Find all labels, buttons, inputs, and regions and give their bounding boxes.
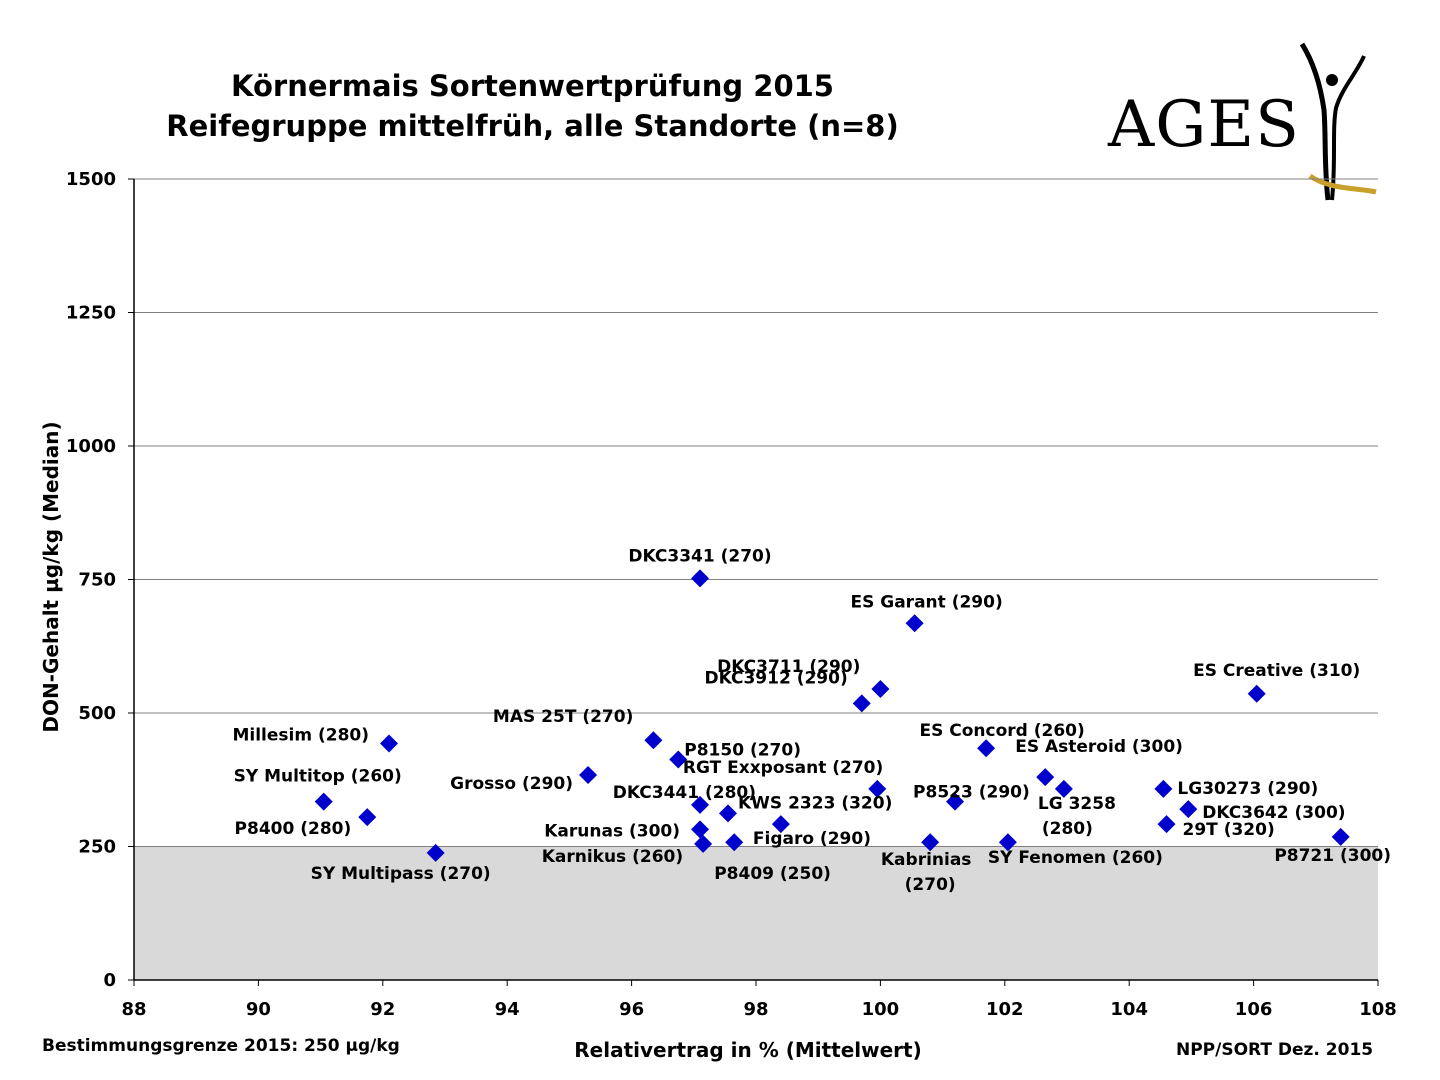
logo-figure-head <box>1326 74 1338 86</box>
data-point-label: DKC3642 (300) <box>1202 803 1345 823</box>
y-tick-label: 250 <box>78 837 116 858</box>
data-point-label: Figaro (290) <box>753 829 871 849</box>
data-point-label: DKC3441 (280) <box>613 783 756 803</box>
y-tick-label: 0 <box>103 970 116 991</box>
data-point-label: MAS 25T (270) <box>493 707 633 727</box>
data-point-marker <box>1054 779 1073 798</box>
data-point-marker <box>998 833 1017 852</box>
data-point-label: Grosso (290) <box>450 774 573 794</box>
data-point-label: Karunas (300) <box>544 821 680 841</box>
data-point-label-fao: (270) <box>905 875 956 895</box>
detection-limit-note: Bestimmungsgrenze 2015: 250 µg/kg <box>42 1036 400 1056</box>
y-tick-label: 1000 <box>66 436 116 457</box>
x-tick-label: 92 <box>370 999 395 1020</box>
x-tick-label: 88 <box>121 999 146 1020</box>
data-point-marker <box>691 569 710 588</box>
x-tick-label: 96 <box>619 999 644 1020</box>
x-tick-label: 104 <box>1110 999 1148 1020</box>
x-tick-label: 94 <box>495 999 520 1020</box>
data-point-marker <box>1179 800 1198 819</box>
data-point-marker <box>644 731 663 750</box>
data-point-marker <box>426 843 445 862</box>
chart-subtitle: Reifegruppe mittelfrüh, alle Standorte (… <box>166 109 899 143</box>
x-tick-label: 108 <box>1359 999 1397 1020</box>
data-point-label-name: Kabrinias <box>881 850 972 870</box>
data-point-label: DKC3912 (290) <box>704 668 847 688</box>
data-point-label: 29T (320) <box>1183 820 1275 840</box>
data-point-marker <box>694 834 713 853</box>
x-tick-label: 100 <box>862 999 900 1020</box>
data-point-label: P8721 (300) <box>1274 846 1391 866</box>
source-note: NPP/SORT Dez. 2015 <box>1176 1040 1374 1060</box>
data-point-label: P8400 (280) <box>235 819 352 839</box>
data-point-label-name: LG 3258 <box>1038 794 1116 814</box>
data-point-label: SY Fenomen (260) <box>988 848 1163 868</box>
data-point-marker <box>669 750 688 769</box>
logo-figure-right-arm <box>1330 55 1366 201</box>
x-tick-label: 102 <box>986 999 1024 1020</box>
data-point-label: ES Concord (260) <box>919 721 1084 741</box>
x-tick-label: 106 <box>1235 999 1273 1020</box>
data-point-label: P8523 (290) <box>913 783 1030 803</box>
data-point-marker <box>905 614 924 633</box>
data-point-marker <box>1331 827 1350 846</box>
data-point-marker <box>1247 684 1266 703</box>
data-point-label: ES Asteroid (300) <box>1015 737 1183 757</box>
data-point-label: SY Multitop (260) <box>234 767 402 787</box>
data-point-label: RGT Exxposant (270) <box>683 758 883 778</box>
x-axis-title: Relativertrag in % (Mittelwert) <box>574 1038 922 1062</box>
data-point-marker <box>977 739 996 758</box>
data-point-label: DKC3341 (270) <box>628 546 771 566</box>
data-point-label: ES Garant (290) <box>850 592 1002 612</box>
data-point-marker <box>691 795 710 814</box>
data-point-marker <box>868 779 887 798</box>
data-point-label: SY Multipass (270) <box>311 864 491 884</box>
y-tick-label: 1500 <box>66 169 116 190</box>
data-point-marker <box>1157 815 1176 834</box>
data-point-marker <box>358 808 377 827</box>
data-point-marker <box>579 765 598 784</box>
data-point-marker <box>1154 779 1173 798</box>
data-point-label: ES Creative (310) <box>1193 661 1360 681</box>
data-point-label: DKC3711 (290) <box>717 657 860 677</box>
data-point-marker <box>946 792 965 811</box>
data-point-label: LG30273 (290) <box>1177 779 1318 799</box>
data-point-marker <box>691 820 710 839</box>
data-point-marker <box>719 804 738 823</box>
data-point-marker <box>771 815 790 834</box>
y-tick-label: 1250 <box>66 303 116 324</box>
logo-figure-left-arm <box>1299 42 1331 201</box>
x-tick-label: 90 <box>246 999 271 1020</box>
y-tick-label: 500 <box>78 703 116 724</box>
x-tick-label: 98 <box>743 999 768 1020</box>
y-tick-label: 750 <box>78 570 116 591</box>
data-point-label: KWS 2323 (320) <box>738 793 892 813</box>
data-point-marker <box>314 792 333 811</box>
y-axis-title: DON-Gehalt µg/kg (Median) <box>39 421 63 732</box>
data-point-marker <box>725 833 744 852</box>
data-point-label: Karnikus (260) <box>542 847 683 867</box>
data-point-label: P8409 (250) <box>714 864 831 884</box>
data-point-label-fao: (280) <box>1042 819 1093 839</box>
data-point-marker <box>921 833 940 852</box>
data-point-marker <box>380 734 399 753</box>
data-point-marker <box>852 694 871 713</box>
chart-title: Körnermais Sortenwertprüfung 2015 <box>231 69 834 103</box>
data-point-marker <box>1036 768 1055 787</box>
data-point-label: P8150 (270) <box>684 740 801 760</box>
data-point-marker <box>871 679 890 698</box>
detection-limit-region <box>134 846 1378 980</box>
ages-logo-text: AGES <box>1108 88 1300 162</box>
data-point-label: Millesim (280) <box>232 725 369 745</box>
